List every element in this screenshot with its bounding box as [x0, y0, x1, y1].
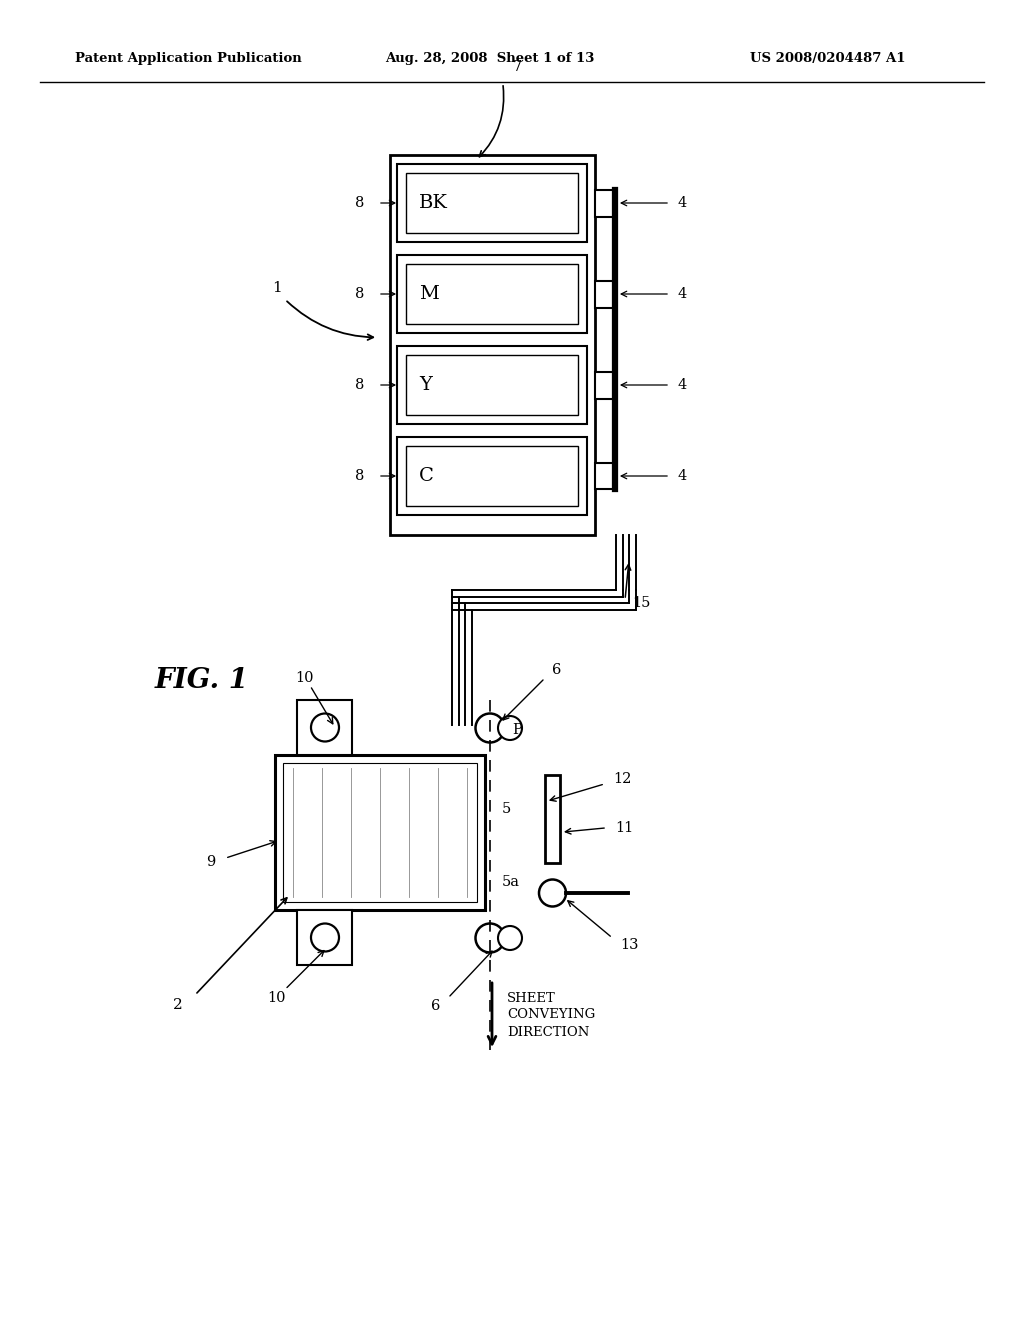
Text: Patent Application Publication: Patent Application Publication [75, 51, 302, 65]
Bar [397, 437, 587, 515]
Text: 9: 9 [206, 855, 215, 870]
Circle shape [311, 924, 339, 952]
Bar [406, 264, 578, 323]
Text: BK: BK [419, 194, 447, 213]
Text: 10: 10 [267, 990, 287, 1005]
Circle shape [475, 924, 505, 953]
Text: M: M [419, 285, 439, 304]
Bar [595, 190, 615, 216]
Bar [397, 164, 587, 242]
Text: 4: 4 [678, 469, 687, 483]
Bar [595, 462, 615, 490]
Text: 10: 10 [296, 671, 314, 685]
Bar [275, 755, 485, 909]
Text: 5a: 5a [502, 875, 520, 890]
Text: Aug. 28, 2008  Sheet 1 of 13: Aug. 28, 2008 Sheet 1 of 13 [385, 51, 594, 65]
Bar [298, 909, 352, 965]
Text: 6: 6 [552, 663, 561, 677]
Text: C: C [419, 467, 434, 484]
Text: 7: 7 [513, 59, 522, 74]
Text: FIG. 1: FIG. 1 [155, 667, 249, 693]
Text: 8: 8 [354, 469, 364, 483]
Text: 4: 4 [678, 195, 687, 210]
Bar [406, 446, 578, 506]
Text: 12: 12 [613, 772, 632, 787]
Bar [595, 281, 615, 308]
Text: 8: 8 [354, 195, 364, 210]
Text: 8: 8 [354, 286, 364, 301]
Circle shape [498, 927, 522, 950]
Bar [397, 255, 587, 333]
Bar [545, 775, 560, 863]
Bar [406, 355, 578, 414]
Text: P: P [512, 723, 522, 737]
Text: 1: 1 [272, 281, 282, 294]
Circle shape [475, 714, 505, 742]
Text: 13: 13 [621, 939, 639, 952]
Circle shape [498, 715, 522, 741]
Text: 15: 15 [632, 597, 650, 610]
Bar [397, 346, 587, 424]
Bar [390, 154, 595, 535]
Text: 11: 11 [615, 821, 633, 834]
Text: 4: 4 [678, 378, 687, 392]
Text: 5: 5 [502, 803, 511, 816]
Circle shape [311, 714, 339, 742]
Bar [283, 763, 477, 902]
Text: SHEET
CONVEYING
DIRECTION: SHEET CONVEYING DIRECTION [507, 991, 595, 1039]
Bar [298, 700, 352, 755]
Text: 2: 2 [173, 998, 183, 1012]
Text: US 2008/0204487 A1: US 2008/0204487 A1 [750, 51, 905, 65]
Bar [595, 371, 615, 399]
Text: Y: Y [419, 376, 432, 393]
Text: 6: 6 [431, 999, 440, 1012]
Text: 4: 4 [678, 286, 687, 301]
Bar [406, 173, 578, 234]
Text: 8: 8 [354, 378, 364, 392]
Circle shape [539, 879, 566, 907]
